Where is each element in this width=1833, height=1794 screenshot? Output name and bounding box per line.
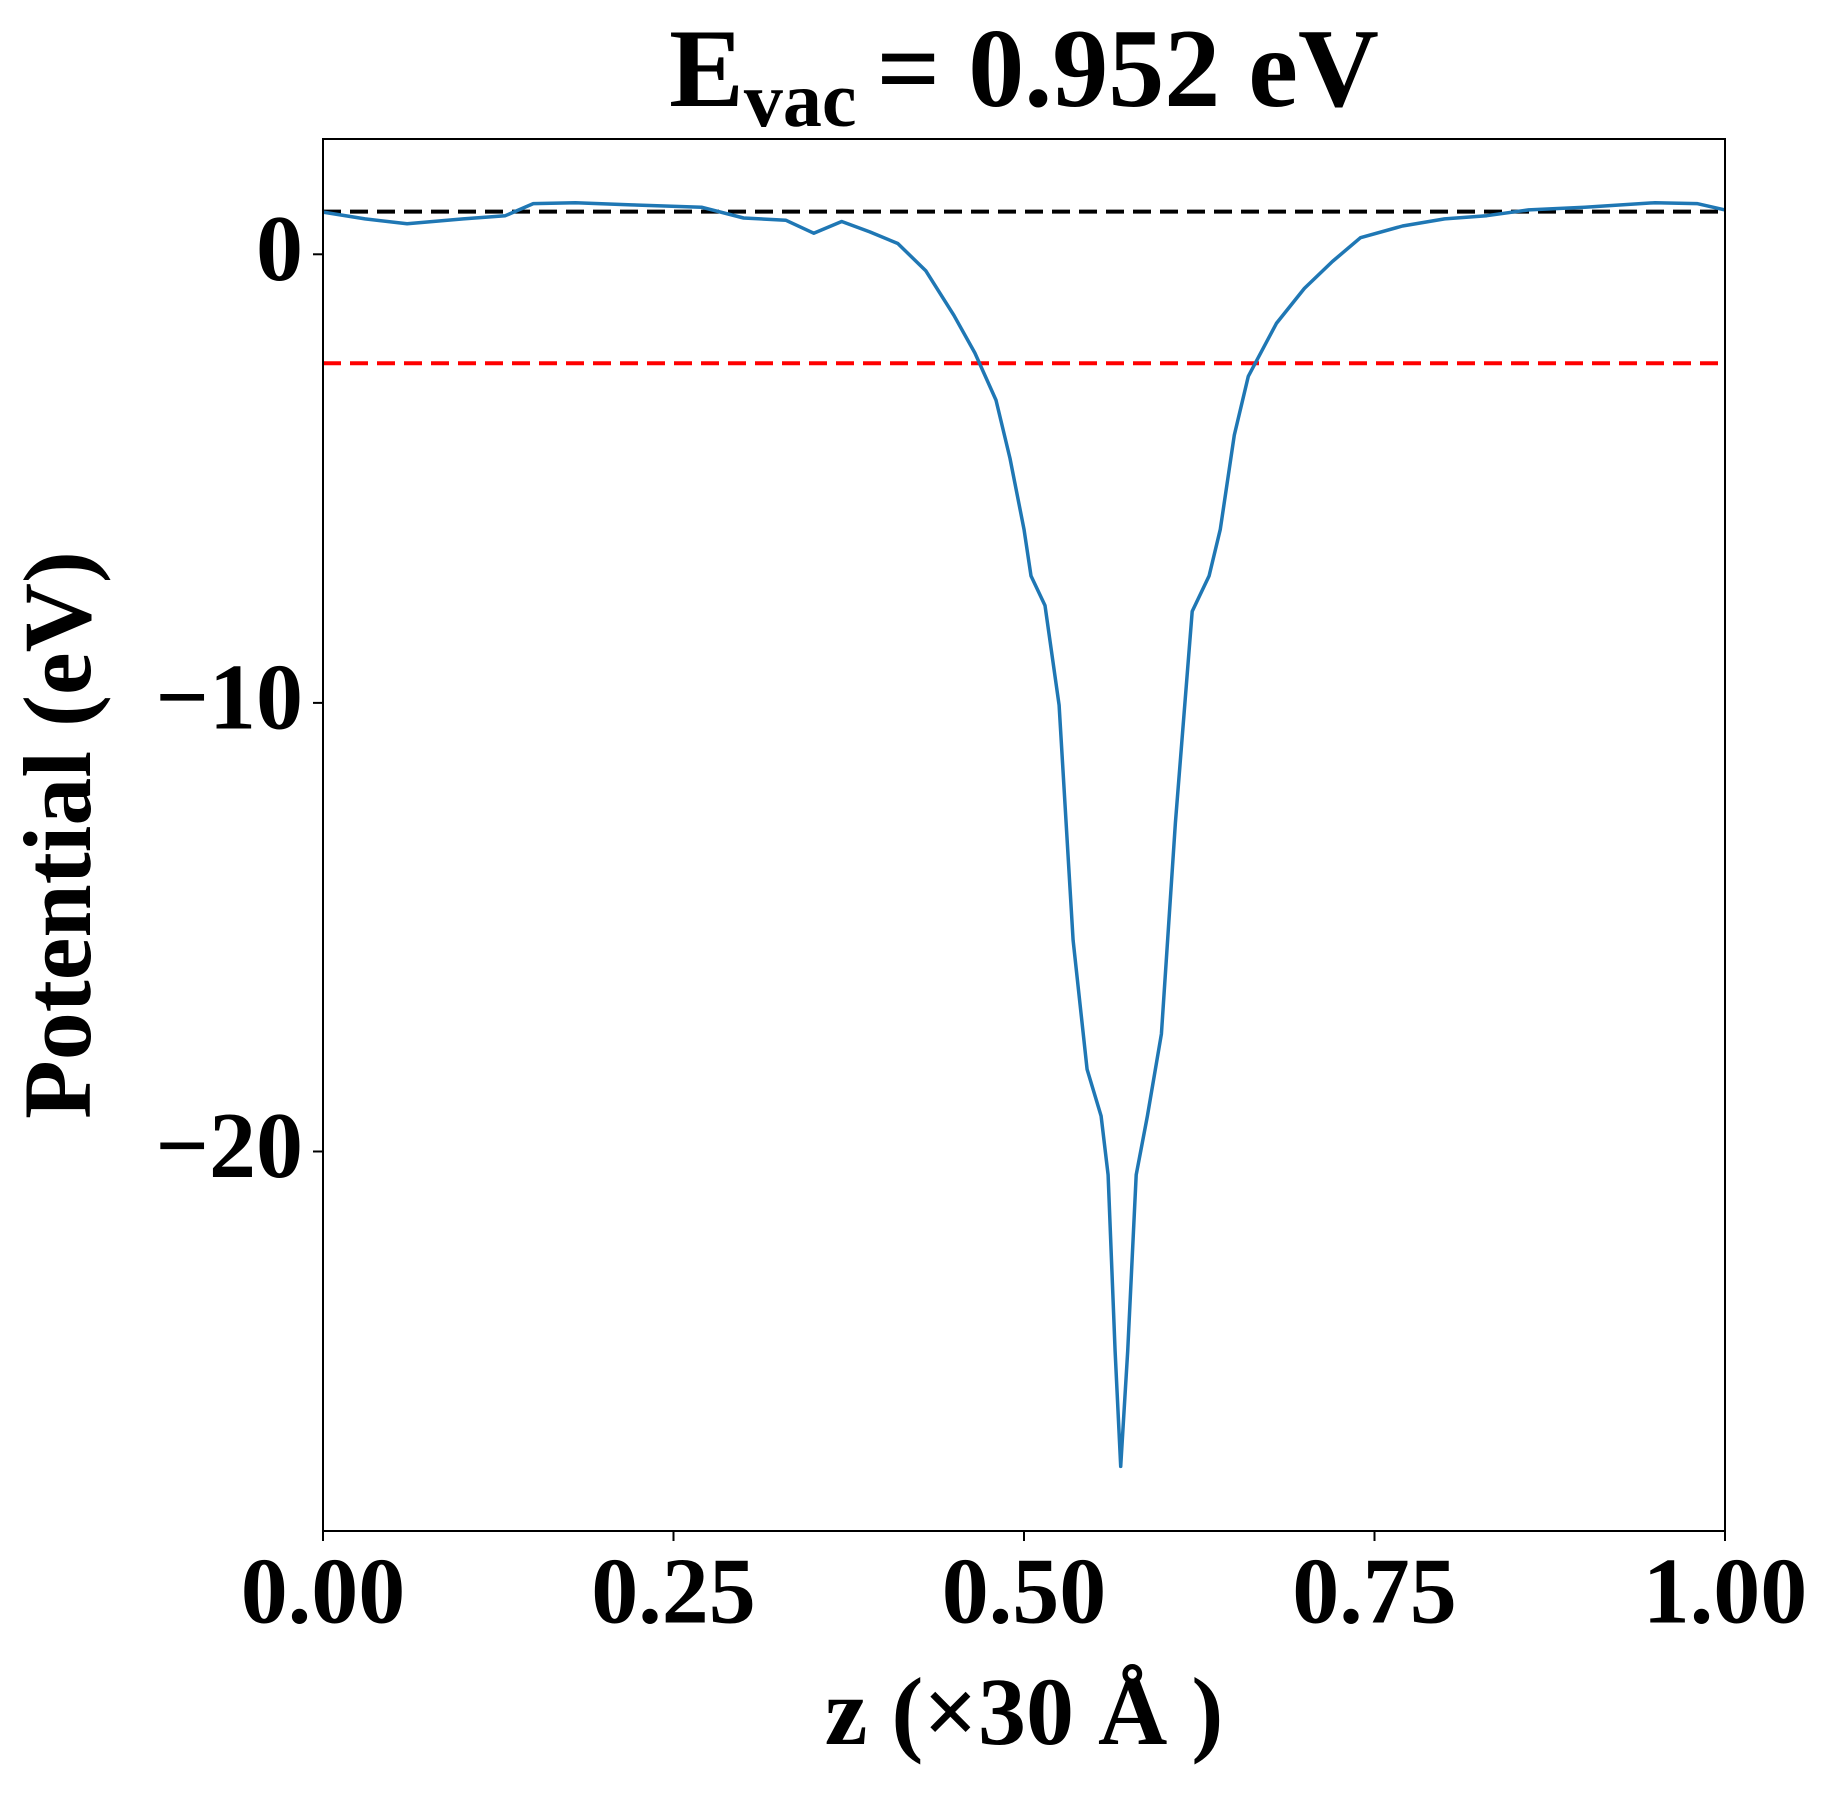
- data-line: [322, 200, 1726, 1469]
- x-tick-label: 0.50: [942, 1540, 1107, 1644]
- title-rest: = 0.952 eV: [876, 7, 1378, 131]
- y-tick-label: −20: [155, 1094, 303, 1198]
- x-tick-label: 0.25: [591, 1540, 756, 1644]
- x-tick-label: 0.00: [241, 1540, 406, 1644]
- title-subscript: vac: [744, 56, 857, 143]
- chart-title: Evac = 0.952 eV: [669, 7, 1379, 143]
- plot-frame: [322, 138, 1726, 1532]
- x-tick-label: 1.00: [1643, 1540, 1808, 1644]
- y-tick-label: −10: [155, 645, 303, 749]
- x-tick-label: 0.75: [1292, 1540, 1457, 1644]
- y-tick-label: 0: [256, 197, 303, 301]
- y-axis-label: Potential (eV): [4, 551, 111, 1119]
- title-main: E: [669, 7, 744, 131]
- x-axis-label: z (×30 Å ): [825, 1658, 1224, 1765]
